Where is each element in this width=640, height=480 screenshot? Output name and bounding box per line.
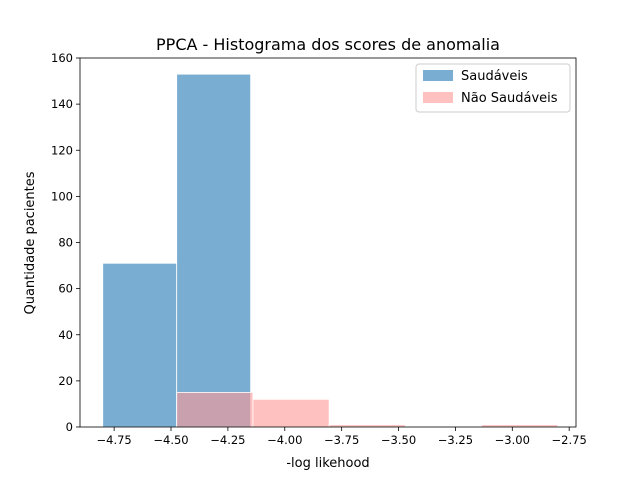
y-tick-label: 0: [66, 420, 73, 434]
y-tick-label: 40: [58, 328, 73, 342]
x-tick-label: −3.00: [495, 433, 530, 447]
legend: Saudáveis Não Saudáveis: [415, 63, 571, 113]
x-tick-label: −4.75: [97, 433, 132, 447]
x-axis-ticks: −4.75 −4.50 −4.25 −4.00 −3.75 −3.50 −3.25 −3.00…: [97, 427, 587, 447]
chart-title: PPCA - Histograma dos scores de anomalia: [156, 35, 500, 54]
y-tick-label: 160: [51, 51, 73, 65]
y-axis-ticks: 0 20 40 60 80 100 120 140 160: [51, 51, 80, 434]
x-tick-label: −4.25: [210, 433, 245, 447]
x-tick-label: −3.75: [324, 433, 359, 447]
x-tick-label: −4.00: [267, 433, 302, 447]
y-tick-label: 20: [58, 374, 73, 388]
x-axis-label: -log likehood: [286, 456, 369, 471]
bar-nao-saudaveis-0: [176, 392, 254, 428]
bar-nao-saudaveis-1: [252, 398, 330, 428]
x-tick-label: −2.75: [552, 433, 587, 447]
x-tick-label: −3.50: [381, 433, 416, 447]
y-tick-label: 140: [51, 97, 73, 111]
y-tick-label: 60: [58, 282, 73, 296]
x-tick-label: −4.50: [153, 433, 188, 447]
y-tick-label: 100: [51, 189, 73, 203]
legend-frame: [415, 63, 571, 113]
x-tick-label: −3.25: [438, 433, 473, 447]
legend-label-saudaveis: Saudáveis: [461, 69, 528, 84]
bar-saudaveis-0: [102, 262, 178, 428]
y-tick-label: 80: [58, 236, 73, 250]
legend-label-nao-saudaveis: Não Saudáveis: [461, 91, 558, 106]
bar-saudaveis-1: [176, 73, 252, 428]
legend-swatch-saudaveis: [423, 70, 453, 81]
y-tick-label: 120: [51, 143, 73, 157]
y-axis-label: Quantidade pacientes: [23, 171, 38, 314]
bars-layer: [102, 73, 559, 428]
legend-swatch-nao-saudaveis: [423, 92, 453, 103]
